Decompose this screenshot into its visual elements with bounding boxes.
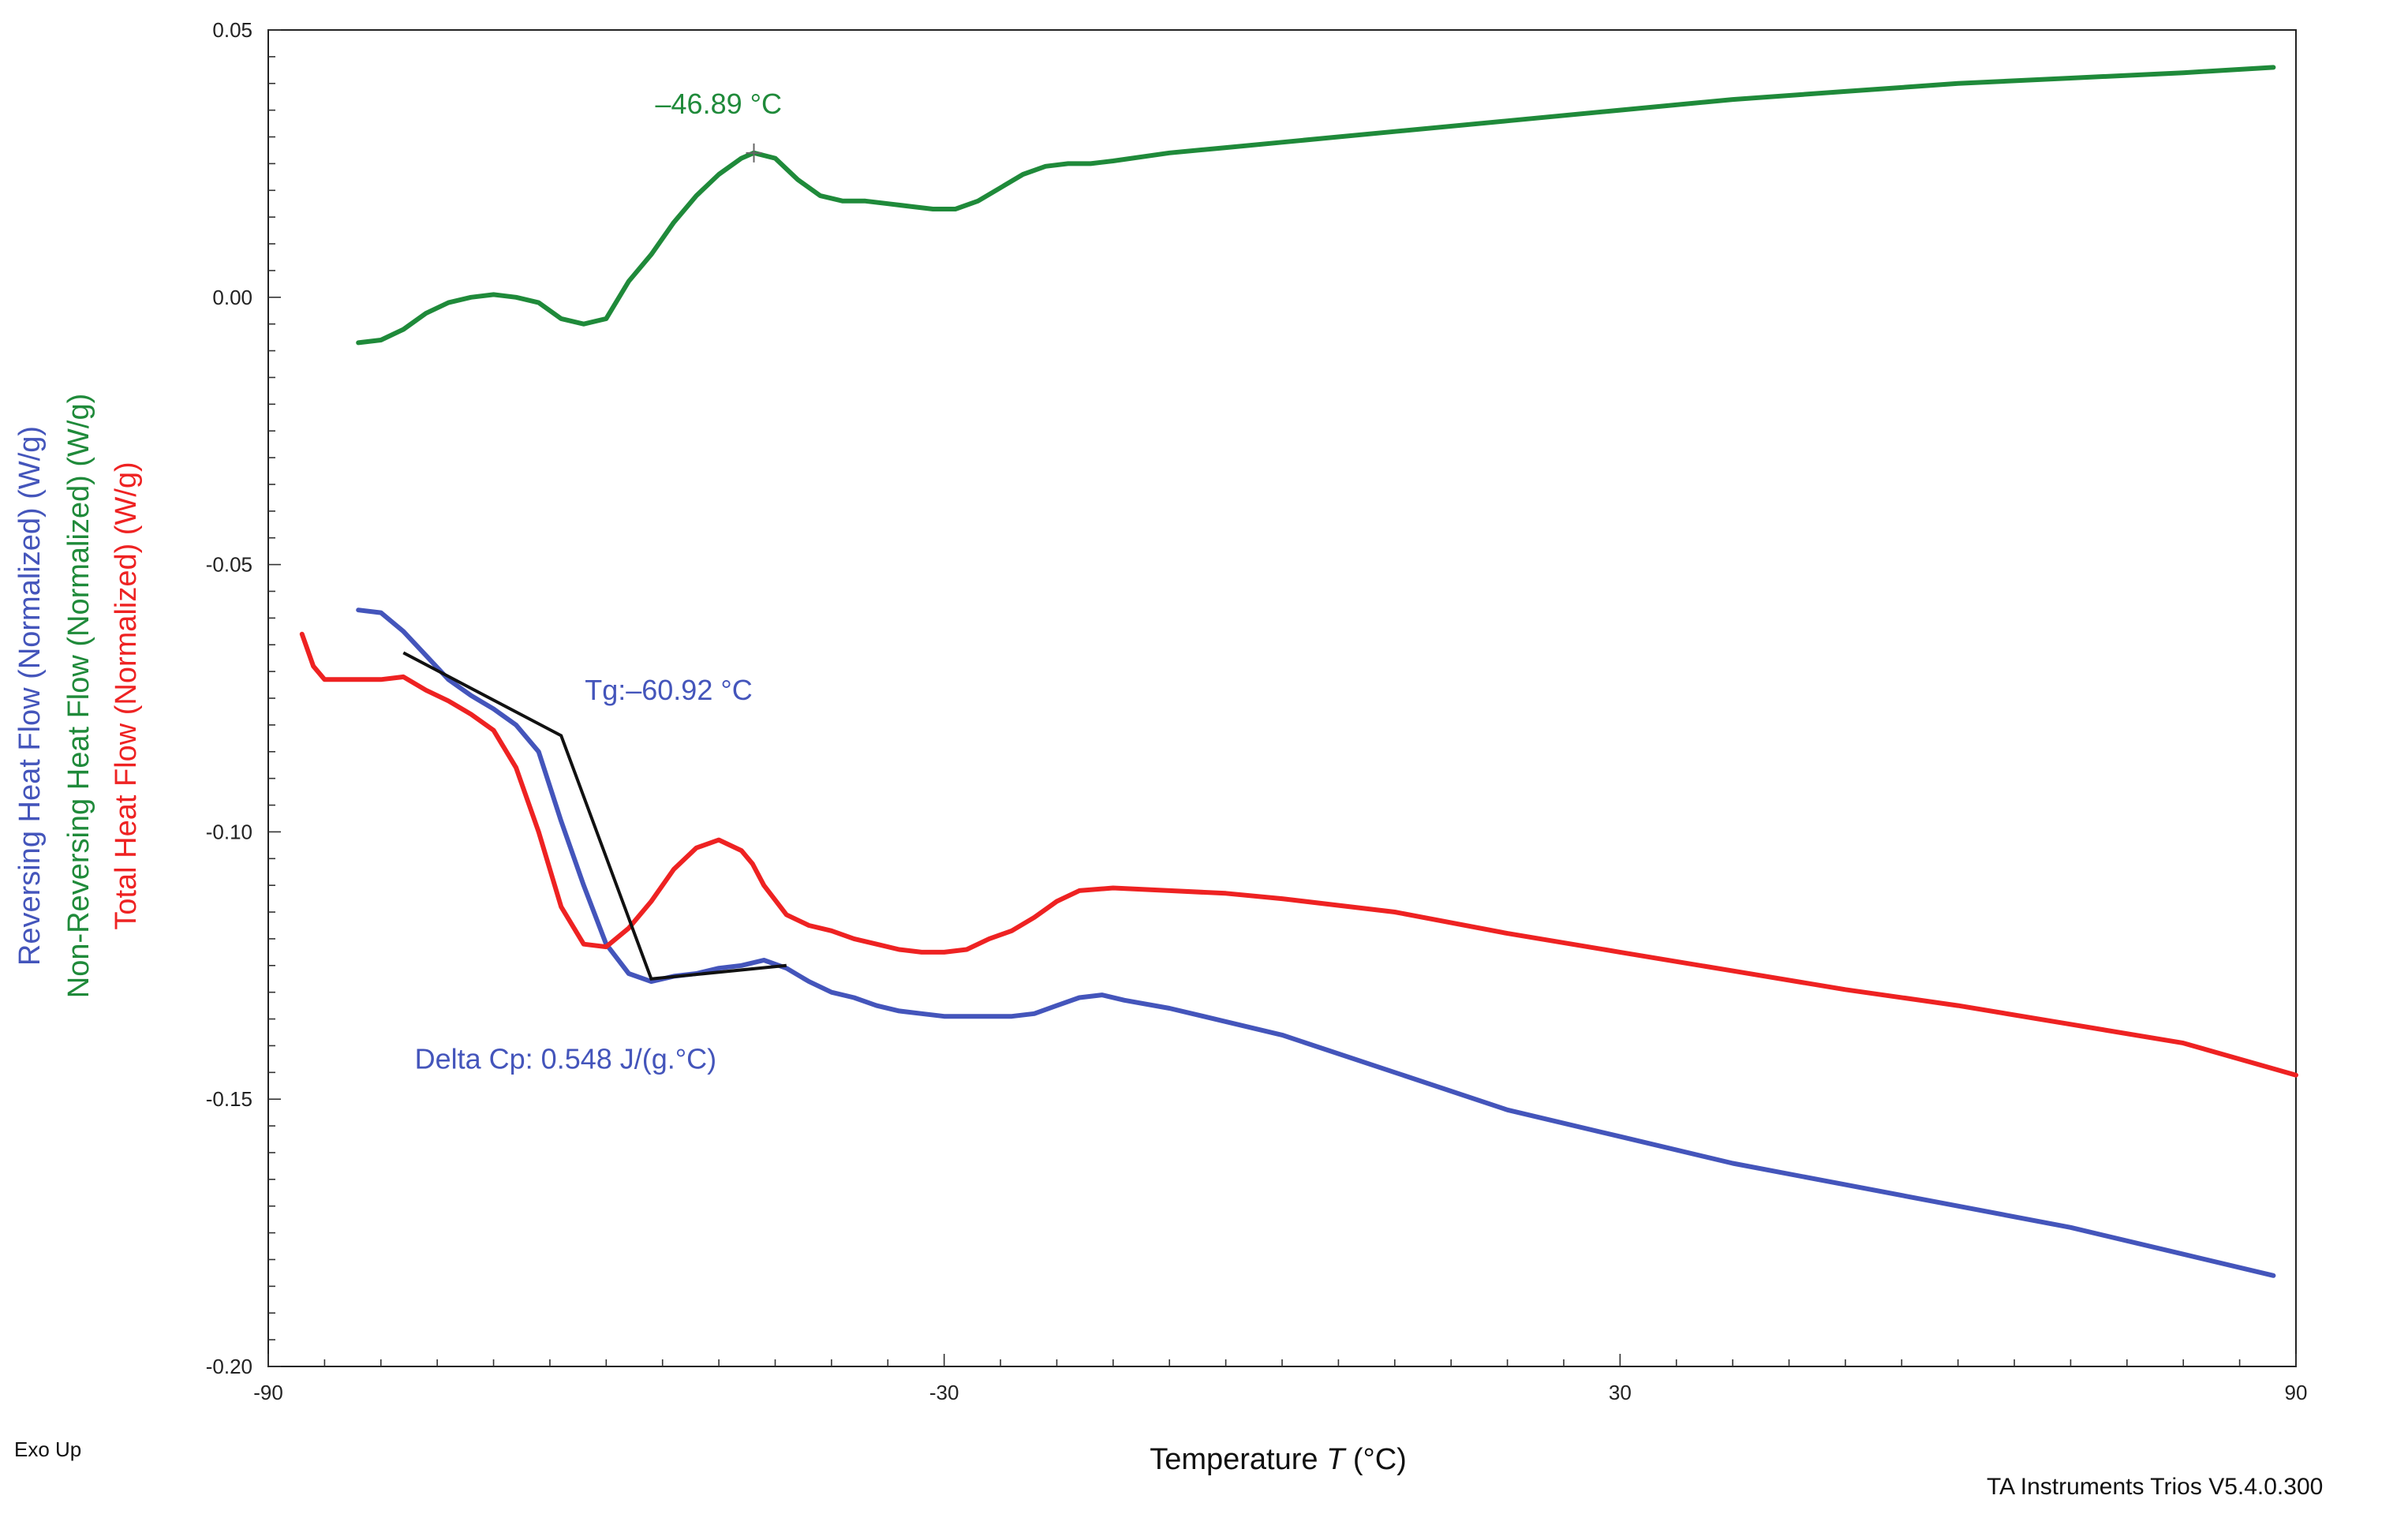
y-axis-title-total: Total Heat Flow (Normalized) (W/g) xyxy=(110,462,143,929)
y-axis-title-nonreversing: Non-Reversing Heat Flow (Normalized) (W/… xyxy=(62,394,95,999)
plot-border xyxy=(267,29,2297,1367)
x-tick-label: -90 xyxy=(253,1381,283,1404)
exo-up-label: Exo Up xyxy=(14,1437,82,1461)
y-axis: 0.05 0.00 -0.05 -0.10 -0.15 -0.20 xyxy=(206,18,281,1378)
y-tick-label: -0.15 xyxy=(206,1087,252,1111)
y-tick-label: -0.20 xyxy=(206,1355,252,1378)
series-layer xyxy=(299,65,2298,1278)
series-total-heat-flow xyxy=(299,631,2298,1078)
series-reversing-heat-flow xyxy=(356,607,2276,1278)
plot-frame xyxy=(267,29,2297,1367)
y-tick-label: 0.00 xyxy=(212,286,252,309)
x-axis-title: Temperature T (°C) xyxy=(1150,1443,1407,1476)
x-tick-label: 30 xyxy=(1609,1381,1632,1404)
x-axis: -90 -30 30 90 xyxy=(253,1354,2307,1404)
annotation-layer: –46.89 °C Tg:–60.92 °C Delta Cp: 0.548 J/(… xyxy=(415,88,782,1075)
x-tick-label: 90 xyxy=(2285,1381,2308,1404)
delta-cp-label: Delta Cp: 0.548 J/(g.°C) xyxy=(415,1042,717,1075)
software-version-label: TA Instruments Trios V5.4.0.300 xyxy=(1987,1474,2324,1500)
y-axis-title-reversing: Reversing Heat Flow (Normalized) (W/g) xyxy=(13,426,47,966)
y-tick-label: 0.05 xyxy=(212,18,252,42)
y-tick-label: -0.10 xyxy=(206,820,252,843)
y-tick-label: -0.05 xyxy=(206,553,252,577)
series-nonreversing-heat-flow xyxy=(356,65,2276,346)
tg-label: Tg:–60.92 °C xyxy=(585,674,753,706)
tangent-line xyxy=(402,651,787,981)
peak-temperature-label: –46.89 °C xyxy=(656,88,783,120)
x-tick-label: -30 xyxy=(929,1381,959,1404)
